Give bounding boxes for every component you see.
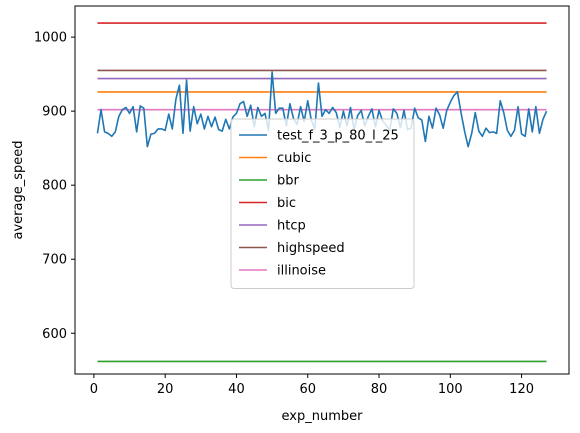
x-axis: 0 20 40 60 80 100 120	[90, 374, 534, 397]
legend-box	[230, 118, 415, 289]
x-axis-label: exp_number	[282, 409, 364, 424]
y-axis-label: average_speed	[11, 141, 26, 240]
y-tick-label: 900	[42, 105, 67, 120]
x-tick-label: 100	[438, 382, 463, 397]
y-tick-label: 700	[42, 253, 67, 268]
y-tick-label: 1000	[34, 31, 67, 46]
legend-label-4: htcp	[277, 219, 306, 234]
legend-label-0: test_f_3_p_80_l_25	[277, 129, 399, 144]
x-tick-label: 120	[509, 382, 534, 397]
plot-frame	[74, 5, 570, 375]
x-tick-label: 0	[90, 382, 98, 397]
legend-label-6: illinoise	[277, 264, 326, 279]
series-layer	[96, 22, 548, 363]
legend-label-2: bbr	[277, 174, 300, 189]
series-line-0	[96, 71, 548, 148]
legend-label-5: highspeed	[277, 241, 345, 256]
legend-label-1: cubic	[277, 151, 311, 166]
x-tick-label: 40	[228, 382, 245, 397]
y-tick-label: 600	[42, 327, 67, 342]
x-tick-label: 20	[157, 382, 174, 397]
y-tick-label: 800	[42, 179, 67, 194]
x-tick-label: 60	[299, 382, 316, 397]
x-tick-label: 80	[371, 382, 388, 397]
y-axis: 600 700 800 900 1000	[34, 31, 75, 342]
legend-label-3: bic	[277, 196, 296, 211]
